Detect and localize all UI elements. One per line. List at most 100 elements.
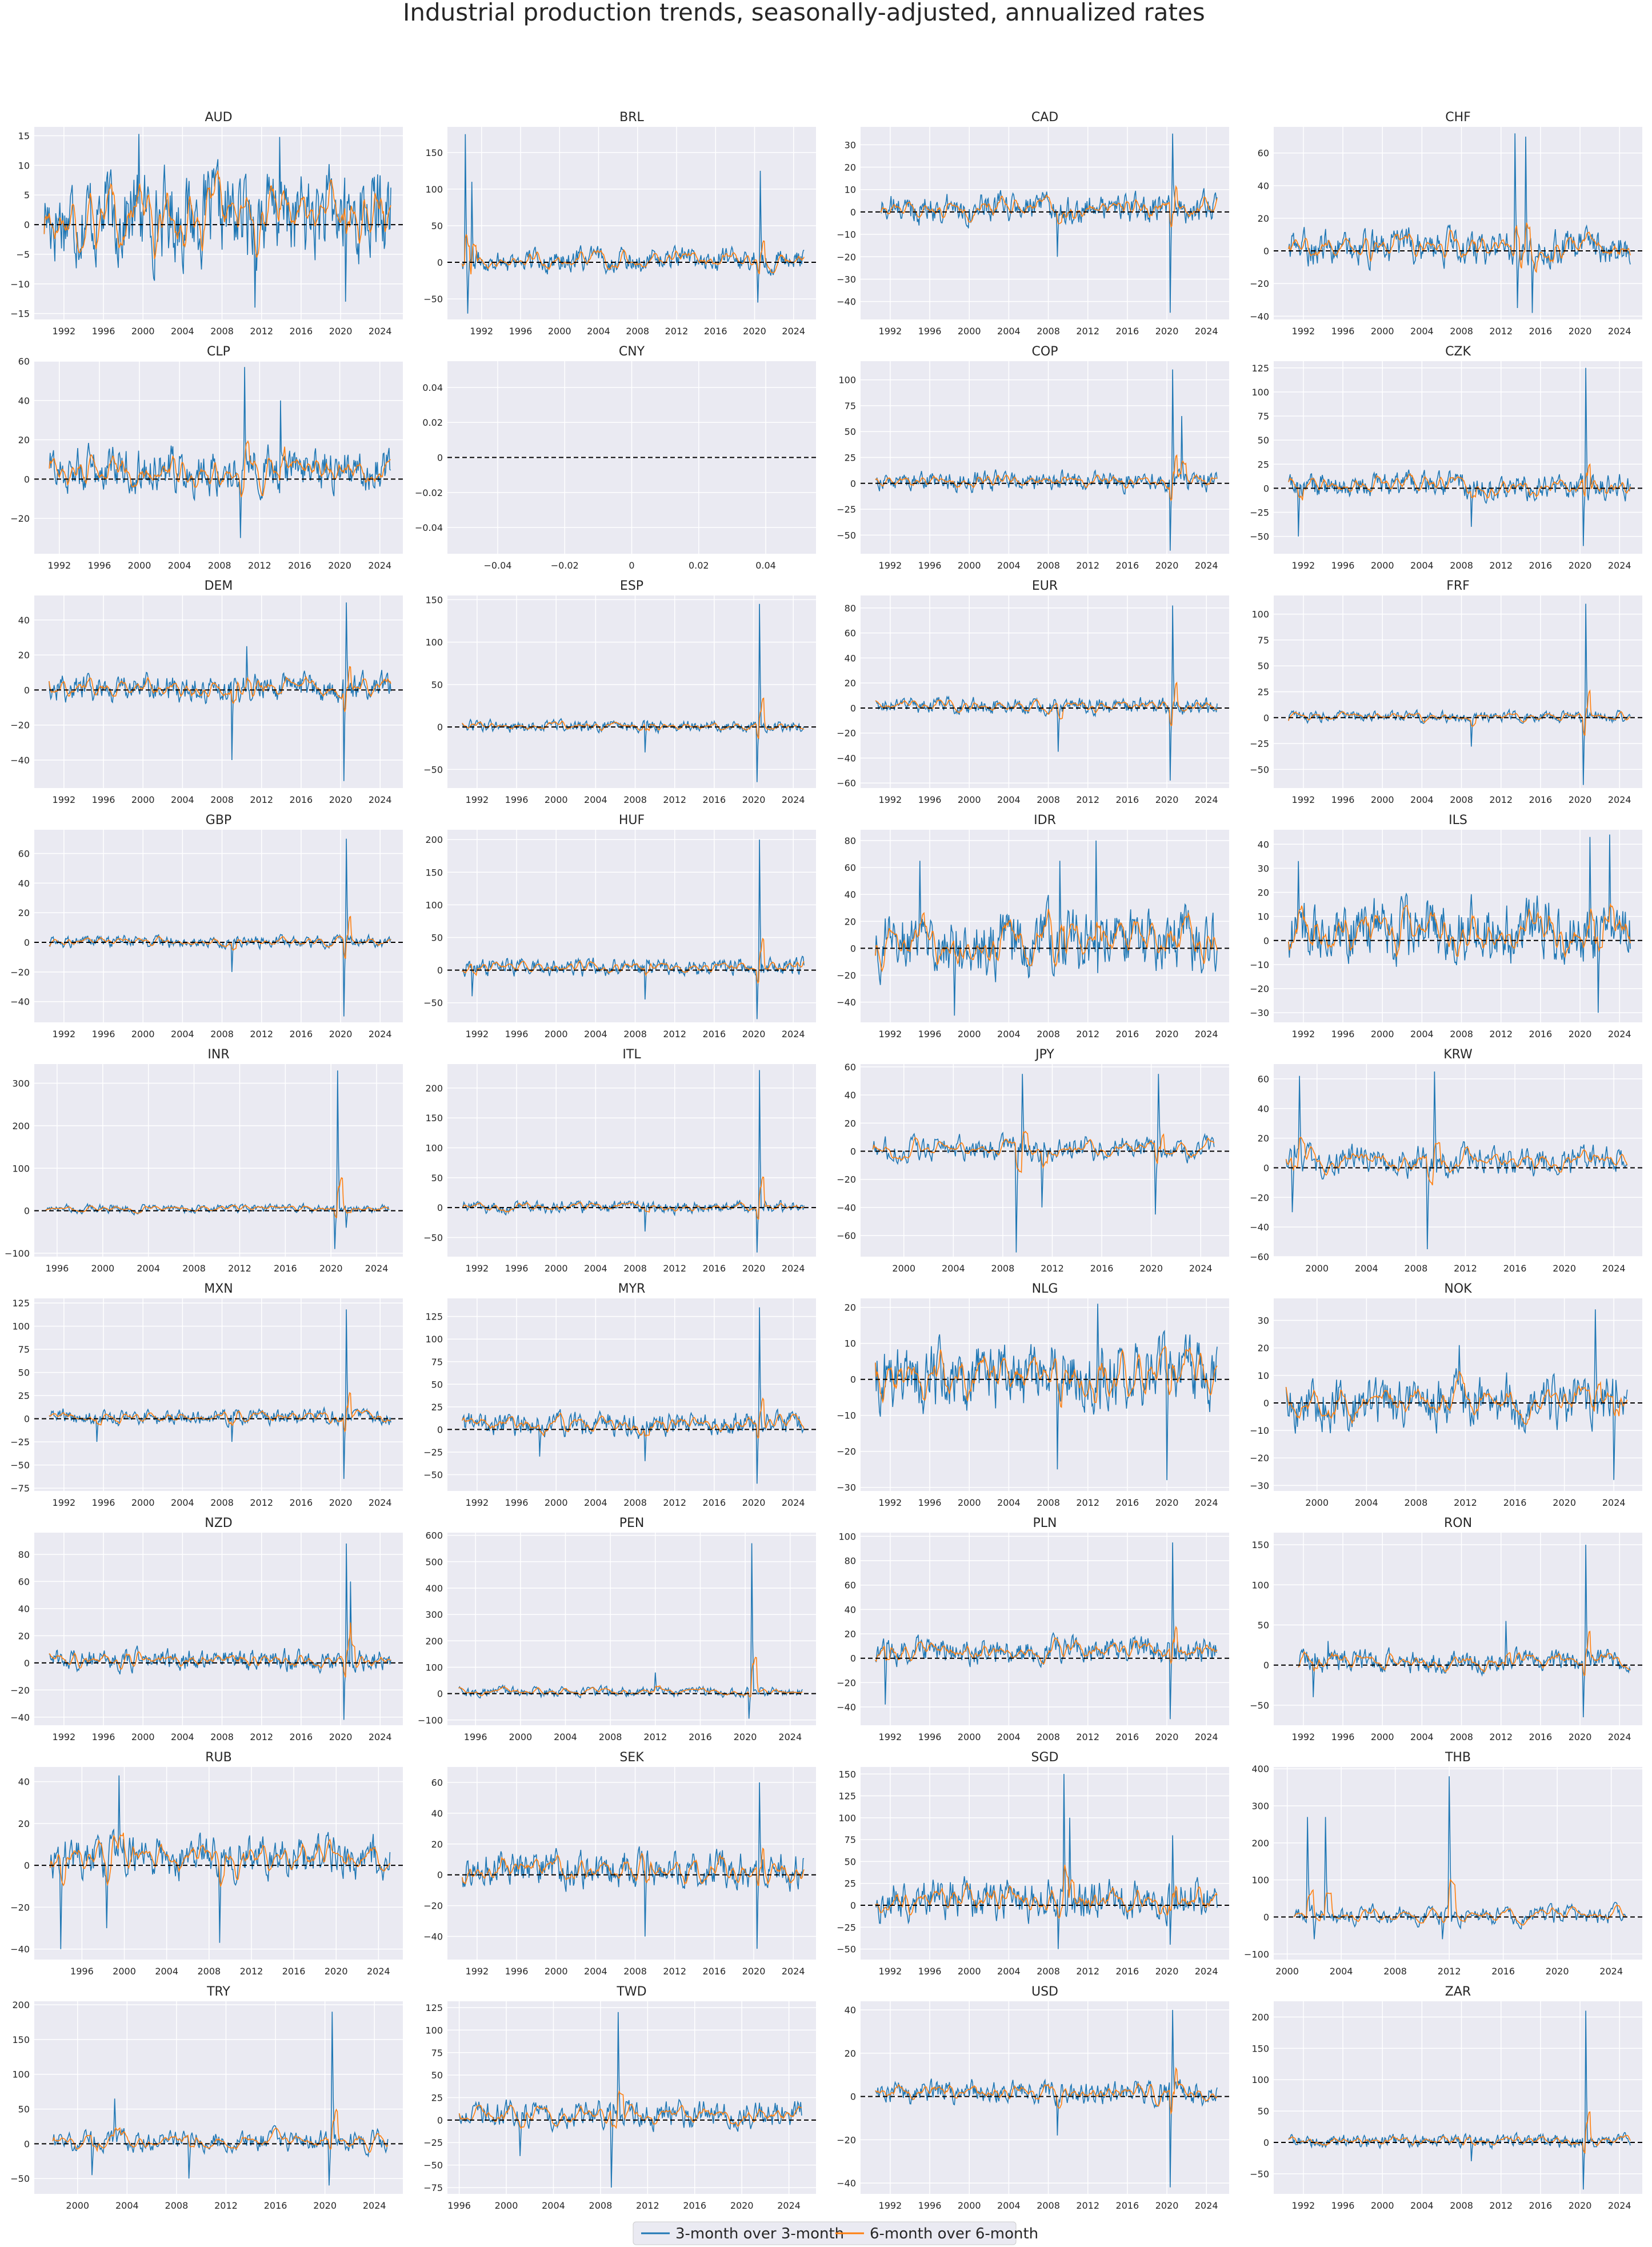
x-tick-label: 2004 <box>942 1263 965 1274</box>
panel-thb: 2000 2004 2008 2012 2016 2020 2024 −100 0 100 200 3… <box>1244 1750 1642 1977</box>
panel-gbp: 1992 1996 2000 2004 2008 2012 2016 2020 2024 −40 −… <box>10 813 403 1039</box>
x-tick-label: 2012 <box>636 2200 659 2211</box>
x-tick-label: 2016 <box>1529 560 1553 571</box>
x-tick-label: 2004 <box>584 1497 607 1508</box>
y-tick-label: −25 <box>837 504 856 515</box>
x-tick-label: 2000 <box>91 1263 114 1274</box>
y-tick-label: 100 <box>1251 609 1269 620</box>
x-tick-label: 2020 <box>742 1263 766 1274</box>
x-tick-label: 2016 <box>1116 794 1139 805</box>
y-tick-label: −30 <box>837 1482 856 1493</box>
y-tick-label: 200 <box>12 2000 30 2010</box>
x-tick-label: 2016 <box>1491 1966 1515 1977</box>
y-tick-label: 0 <box>850 478 856 489</box>
y-tick-label: 10 <box>1258 1370 1269 1381</box>
x-tick-label: 2004 <box>1410 2200 1434 2211</box>
y-tick-label: −40 <box>837 1202 856 1213</box>
panel-sek: 1992 1996 2000 2004 2008 2012 2016 2020 2024 −40 −… <box>423 1750 816 1977</box>
y-tick-label: 0 <box>437 1202 443 1213</box>
x-tick-label: 2012 <box>228 1263 251 1274</box>
y-tick-label: 40 <box>845 653 856 663</box>
panel-twd: 1996 2000 2004 2008 2012 2016 2020 2024 −75 −50 −2… <box>423 1985 816 2211</box>
y-tick-label: −20 <box>1250 983 1269 994</box>
x-tick-label: 1992 <box>1292 326 1315 337</box>
x-tick-label: 2020 <box>329 1029 353 1039</box>
plot-area <box>1274 361 1642 554</box>
x-tick-label: 2004 <box>171 1029 194 1039</box>
x-tick-label: 2004 <box>587 326 610 337</box>
x-tick-label: 2008 <box>623 1966 647 1977</box>
y-tick-label: 25 <box>431 2093 443 2104</box>
y-tick-label: −20 <box>837 2134 856 2145</box>
x-tick-label: 2000 <box>958 1732 981 1742</box>
y-tick-label: 150 <box>425 147 443 158</box>
y-tick-label: 60 <box>845 1580 856 1591</box>
x-tick-label: 1996 <box>70 1966 94 1977</box>
x-tick-label: 2024 <box>1608 560 1631 571</box>
x-tick-label: 2020 <box>1553 1263 1576 1274</box>
x-tick-label: 2012 <box>1076 1966 1099 1977</box>
x-tick-label: 2004 <box>1330 1966 1353 1977</box>
y-tick-label: 20 <box>18 907 30 918</box>
series-3m-line <box>875 1542 1218 1720</box>
x-tick-label: 2008 <box>1037 1029 1060 1039</box>
y-tick-label: 100 <box>1251 1580 1269 1590</box>
y-tick-label: 100 <box>425 2025 443 2036</box>
x-tick-label: 2000 <box>131 1029 155 1039</box>
panel-chf: 1992 1996 2000 2004 2008 2012 2016 2020 2024 −40 −… <box>1250 110 1642 337</box>
panel-myr: 1992 1996 2000 2004 2008 2012 2016 2020 2024 −50 −… <box>423 1282 816 1508</box>
x-tick-label: 2024 <box>1195 2200 1218 2211</box>
y-tick-label: 25 <box>18 1390 30 1401</box>
y-tick-label: 125 <box>425 2002 443 2013</box>
y-tick-label: 20 <box>18 435 30 446</box>
x-tick-label: 2020 <box>328 560 351 571</box>
panel-try: 2000 2004 2008 2012 2016 2020 2024 −50 0 50 100 150… <box>10 1985 403 2211</box>
panel-title: ZAR <box>1445 1985 1471 1999</box>
y-tick-label: 400 <box>425 1583 443 1594</box>
y-tick-label: 75 <box>431 1357 443 1368</box>
y-tick-label: −50 <box>837 1944 856 1955</box>
x-tick-label: 2020 <box>1569 326 1592 337</box>
x-tick-label: 2016 <box>288 560 311 571</box>
series-3m-line <box>875 1774 1218 1949</box>
x-tick-label: 2004 <box>171 326 194 337</box>
x-tick-label: 2016 <box>703 1966 726 1977</box>
y-tick-label: 0 <box>24 685 30 695</box>
x-tick-label: 2008 <box>1450 1029 1473 1039</box>
x-tick-label: 2008 <box>623 1497 647 1508</box>
x-tick-label: 2012 <box>248 560 271 571</box>
series-3m-line <box>875 1304 1218 1481</box>
y-tick-label: 25 <box>845 453 856 463</box>
x-tick-label: 1996 <box>505 1966 529 1977</box>
y-tick-label: −40 <box>837 997 856 1008</box>
x-tick-label: 2016 <box>703 1029 726 1039</box>
panel-title: TRY <box>206 1985 230 1999</box>
x-tick-label: 1992 <box>53 794 76 805</box>
panel-title: RUB <box>205 1750 231 1765</box>
y-tick-label: 40 <box>1258 1103 1269 1114</box>
x-tick-label: 1996 <box>505 1029 529 1039</box>
x-tick-label: 2012 <box>1041 1263 1064 1274</box>
x-tick-label: 2020 <box>329 1732 353 1742</box>
x-tick-label: −0.02 <box>551 560 579 571</box>
panel-title: MXN <box>204 1282 233 1296</box>
plot-area <box>447 830 816 1022</box>
x-tick-label: 2016 <box>1116 560 1139 571</box>
y-tick-label: −50 <box>1250 764 1269 775</box>
series-6m-line <box>875 681 1218 727</box>
panel-title: THB <box>1445 1750 1471 1765</box>
x-tick-label: 2008 <box>626 326 649 337</box>
x-tick-label: 2016 <box>274 1263 297 1274</box>
y-tick-label: 15 <box>18 131 30 142</box>
x-tick-label: 2016 <box>1503 1497 1527 1508</box>
plot-area <box>34 1533 403 1725</box>
y-tick-label: 100 <box>425 899 443 910</box>
x-tick-label: 2020 <box>313 2200 337 2211</box>
x-tick-label: 2004 <box>115 2200 139 2211</box>
x-tick-label: 2004 <box>1410 1732 1434 1742</box>
y-tick-label: 30 <box>845 139 856 150</box>
y-tick-label: 75 <box>431 2048 443 2058</box>
x-tick-label: 2016 <box>290 1029 313 1039</box>
x-tick-label: 1996 <box>1331 1029 1355 1039</box>
y-tick-label: −40 <box>1250 1222 1269 1233</box>
